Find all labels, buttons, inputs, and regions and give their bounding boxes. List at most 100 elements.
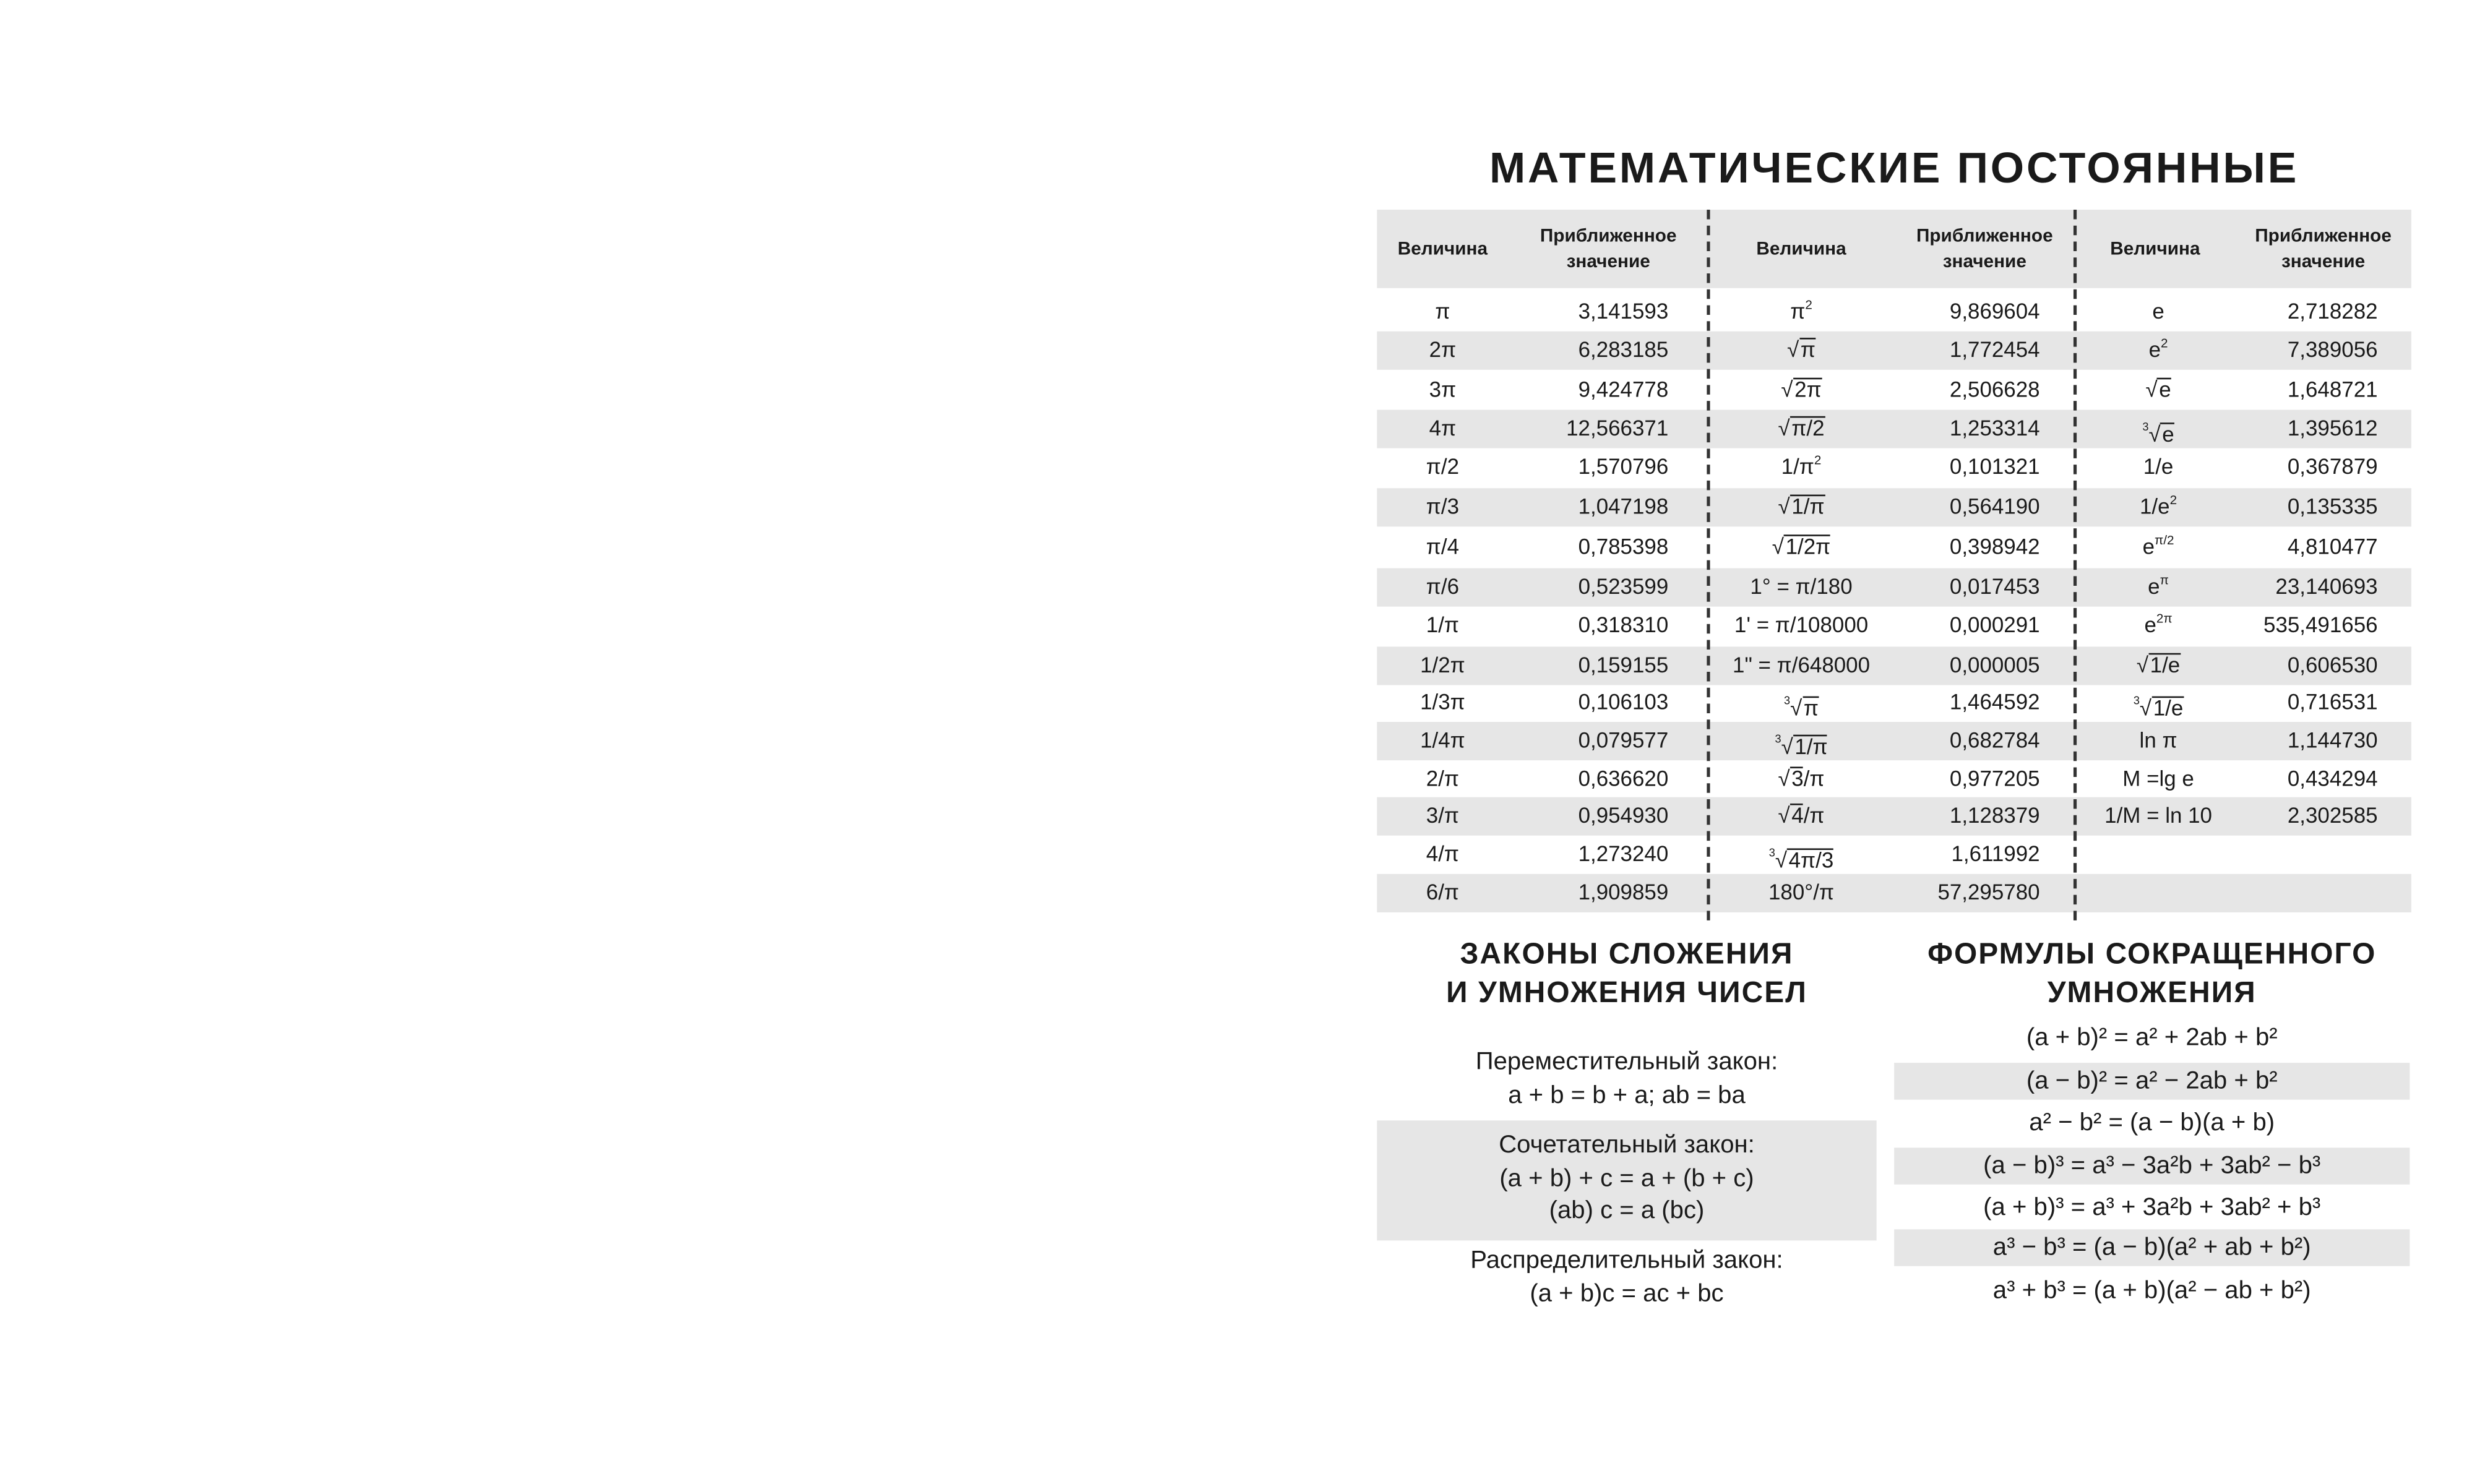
radical-sign: √ xyxy=(1778,803,1790,828)
quantity: 1" = π/648000 xyxy=(1733,653,1871,677)
table-row: 3/π 0,954930 √ 4/π 1,128379 1/M = ln 10 2,3025… xyxy=(1377,797,2411,836)
radical-sign: √ xyxy=(1781,377,1793,402)
approx-value: 0,318310 xyxy=(1578,613,1669,637)
quantity-suffix: /π xyxy=(1803,803,1825,828)
radicand: e xyxy=(2160,422,2174,447)
radicand: 1/2π xyxy=(1783,534,1831,559)
quantity-base: e xyxy=(2142,534,2155,559)
approx-value: 1,047198 xyxy=(1578,494,1669,519)
radical-expression: 3√ 4π/3 xyxy=(1769,836,1834,880)
quantity: 3√ e xyxy=(2075,410,2242,448)
formula: (a − b)³ = a³ − 3a²b + 3ab² − b³ xyxy=(1894,1147,2410,1185)
quantity: π/2 xyxy=(1426,454,1460,479)
approx-value: 0,606530 xyxy=(2287,653,2378,677)
column-divider xyxy=(2073,209,2077,920)
radical-expression: 3√ π xyxy=(1784,684,1819,728)
laws-heading-line: ЗАКОНЫ СЛОЖЕНИЯ xyxy=(1460,936,1794,971)
table-header xyxy=(1377,209,2411,288)
formula: a³ − b³ = (a − b)(a² + ab + b²) xyxy=(1894,1229,2410,1266)
radical-expression: √ π/2 xyxy=(1778,410,1825,448)
approx-value: 1,648721 xyxy=(2287,377,2378,402)
radical-expression: √ 4 xyxy=(1778,797,1804,836)
radical-sign: √ xyxy=(2136,653,2149,677)
radical-sign: √ xyxy=(1775,848,1788,873)
approx-value: 1,395612 xyxy=(2287,416,2378,440)
quantity: π/3 xyxy=(1426,494,1460,519)
exponent: π xyxy=(2160,573,2169,588)
quantity: 1/4π xyxy=(1420,728,1465,753)
approx-value: 1,128379 xyxy=(1949,803,2040,828)
radical-sign: √ xyxy=(2139,696,2152,721)
radicand: π xyxy=(1802,696,1819,721)
formulas-heading-line: ФОРМУЛЫ СОКРАЩЕННОГО xyxy=(1927,936,2377,971)
radicand: e xyxy=(2157,377,2171,402)
approx-value: 0,159155 xyxy=(1578,653,1669,677)
quantity: 3π xyxy=(1429,377,1457,402)
quantity: 3√ 1/π xyxy=(1708,722,1894,760)
law-name: Переместительный закон: xyxy=(1475,1048,1778,1076)
quantity: 3√ 1/e xyxy=(2075,684,2242,722)
table-row: 1/3π 0,106103 3√ π 1,464592 3√ 1/e 0,716531 xyxy=(1377,684,2411,722)
quantity: 1/e xyxy=(2143,454,2174,479)
approx-value: 0,101321 xyxy=(1949,454,2040,479)
exponent: 2π xyxy=(2156,611,2173,626)
approx-value: 1,772454 xyxy=(1949,337,2040,362)
table-row: 1/2π 0,159155 1" = π/648000 0,000005 √ 1/e 0,6… xyxy=(1377,646,2411,685)
approx-value: 12,566371 xyxy=(1566,416,1669,440)
exponent: π/2 xyxy=(2155,533,2174,547)
quantity: √ π xyxy=(1708,332,1894,370)
quantity: 2/π xyxy=(1426,766,1460,791)
quantity: 180°/π xyxy=(1768,880,1835,904)
quantity: 1° = π/180 xyxy=(1750,574,1853,599)
approx-value: 57,295780 xyxy=(1937,880,2040,904)
table-row: 2π 6,283185 √ π 1,772454 e2 7,389056 xyxy=(1377,331,2411,370)
quantity: π xyxy=(1435,299,1450,324)
table-row: 2/π 0,636620 √ 3/π 0,977205 M =lg e 0,434294 xyxy=(1377,760,2411,799)
approx-value: 0,682784 xyxy=(1949,728,2040,753)
radicand: π xyxy=(1799,337,1816,362)
approx-value: 1,253314 xyxy=(1949,416,2040,440)
root-index: 3 xyxy=(1775,734,1781,746)
law-formula: (ab) c = a (bc) xyxy=(1549,1197,1705,1225)
table-row: π/4 0,785398 √ 1/2π 0,398942 eπ/2 4,810477 xyxy=(1377,528,2411,567)
radical-sign: √ xyxy=(1778,494,1790,519)
quantity xyxy=(2075,836,2242,874)
approx-value: 9,869604 xyxy=(1949,299,2040,324)
approx-value: 1,611992 xyxy=(1951,842,2040,866)
root-index: 3 xyxy=(2133,696,2140,708)
quantity-base: 1/e xyxy=(2140,494,2170,519)
column-header: Приближенное значение xyxy=(1540,226,1677,272)
quantity: √ 1/e xyxy=(2075,646,2242,685)
law-formula: (a + b)c = ac + bc xyxy=(1530,1279,1724,1307)
approx-value: 1,464592 xyxy=(1949,690,2040,714)
approx-value: 0,000291 xyxy=(1949,613,2040,637)
root-index: 3 xyxy=(1784,696,1791,708)
quantity-base: e xyxy=(2148,337,2161,362)
approx-value: 9,424778 xyxy=(1578,377,1669,402)
column-header: Приближенное значение xyxy=(2255,226,2392,272)
quantity: eπ/2 xyxy=(2075,528,2242,567)
approx-value: 0,367879 xyxy=(2287,454,2378,479)
table-row: π/3 1,047198 √ 1/π 0,564190 1/e2 0,135335 xyxy=(1377,488,2411,527)
table-row: π/6 0,523599 1° = π/180 0,017453 eπ 23,140693 xyxy=(1377,568,2411,607)
root-index: 3 xyxy=(2142,422,2149,434)
quantity: π2 xyxy=(1708,293,1894,332)
table-row: 3π 9,424778 √ 2π 2,506628 √ e 1,648721 xyxy=(1377,371,2411,410)
radical-sign: √ xyxy=(1781,734,1793,759)
quantity-base: e xyxy=(2148,574,2160,599)
approx-value: 4,810477 xyxy=(2287,534,2378,559)
radical-expression: √ 3 xyxy=(1778,760,1804,799)
radical-sign: √ xyxy=(1772,534,1784,559)
approx-value: 7,389056 xyxy=(2287,337,2378,362)
law-block: Распределительный закон: (a + b)c = ac + … xyxy=(1377,1242,1876,1313)
quantity-base: 1/π xyxy=(1781,454,1814,479)
law-name: Сочетательный закон: xyxy=(1499,1131,1755,1159)
approx-value: 1,144730 xyxy=(2287,728,2378,753)
quantity-base: e xyxy=(2144,613,2156,637)
quantity: √ π/2 xyxy=(1708,410,1894,448)
quantity: π/4 xyxy=(1426,534,1460,559)
approx-value: 0,977205 xyxy=(1949,766,2040,791)
quantity-base: π xyxy=(1790,299,1806,324)
quantity: 1' = π/108000 xyxy=(1734,613,1869,637)
laws-heading-line: И УМНОЖЕНИЯ ЧИСЕЛ xyxy=(1446,974,1807,1009)
